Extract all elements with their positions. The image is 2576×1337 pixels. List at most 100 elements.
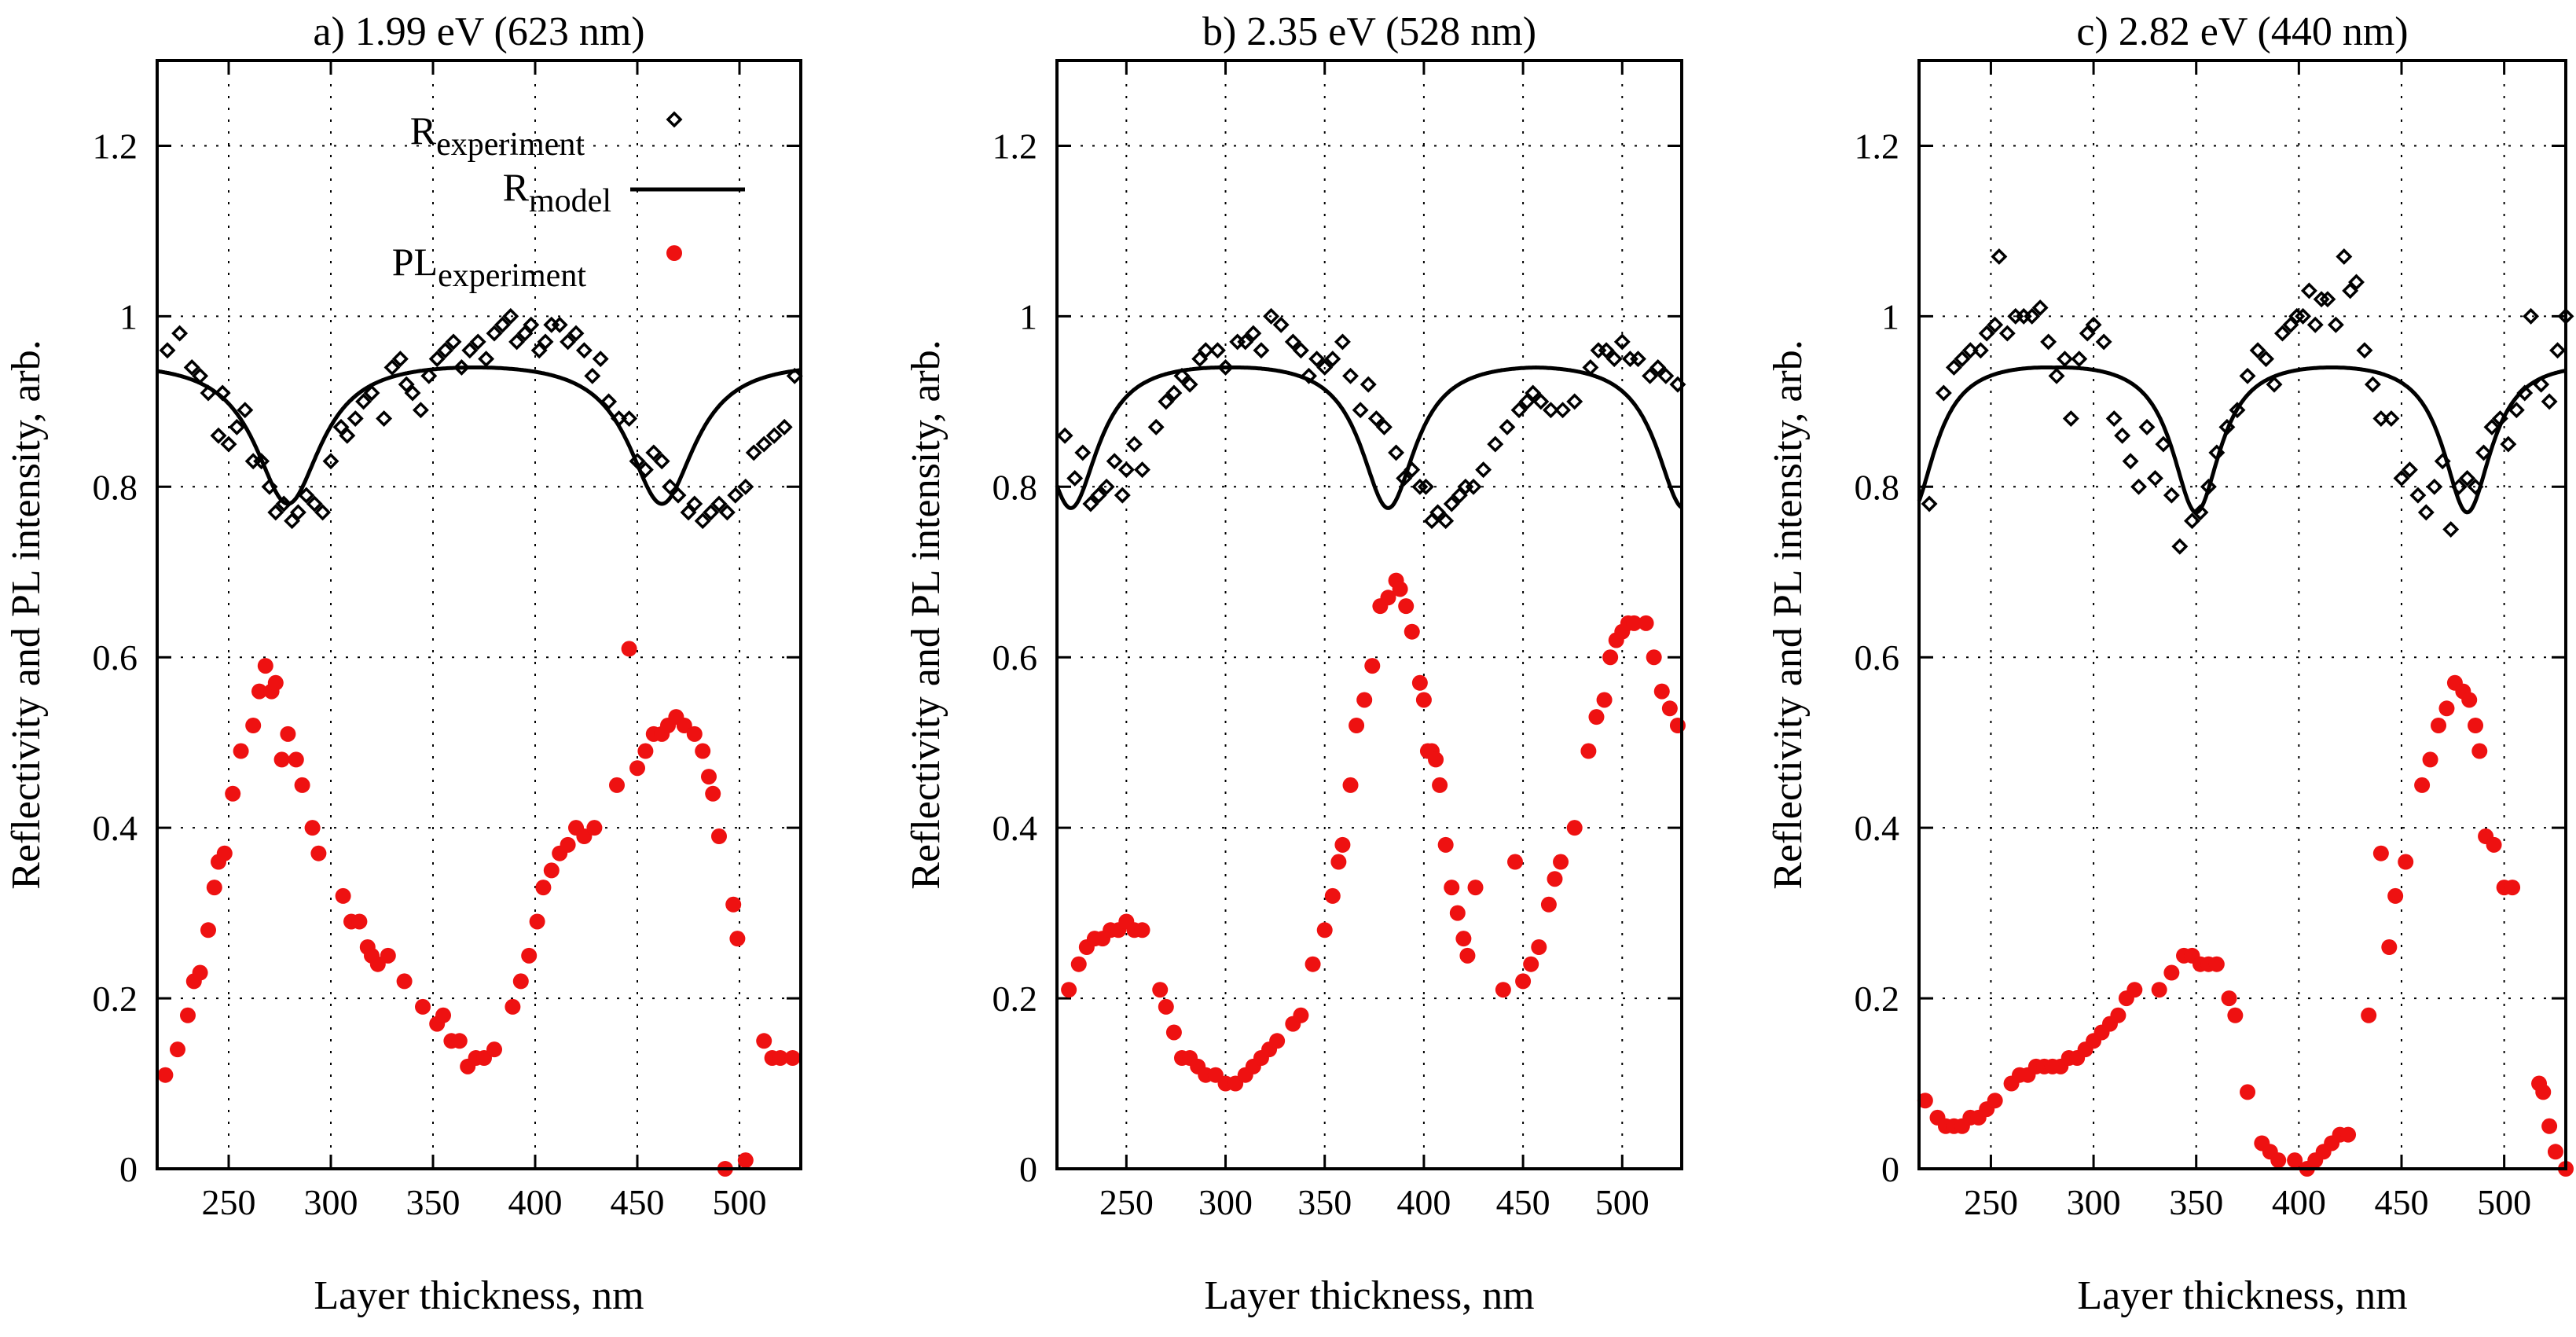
r-experiment-point-a (214, 384, 231, 402)
r-experiment-point-a (355, 393, 372, 410)
r-experiment-point-c (1954, 351, 1971, 368)
pl-experiment-point-c (2361, 1007, 2377, 1023)
r-experiment-point-b (1316, 358, 1334, 376)
x-tick-label-b: 350 (1297, 1182, 1352, 1222)
r-experiment-point-b (1181, 376, 1198, 393)
r-experiment-point-a (284, 512, 301, 530)
pl-experiment-point-c (2126, 982, 2143, 998)
x-tick-label-a: 350 (406, 1182, 461, 1222)
r-experiment-point-a (629, 453, 646, 470)
legend-r-experiment-marker (666, 111, 683, 128)
r-experiment-point-c (2163, 487, 2180, 504)
pl-experiment-point-a (505, 998, 521, 1015)
pl-experiment-point-b (1580, 743, 1597, 759)
x-tick-label-b: 250 (1099, 1182, 1154, 1222)
pl-experiment-point-c (2414, 777, 2431, 793)
pl-experiment-point-a (512, 973, 529, 990)
pl-experiment-point-a (486, 1041, 502, 1058)
r-experiment-point-c (2171, 538, 2189, 555)
r-experiment-point-a (332, 418, 350, 435)
x-tick-label-a: 250 (202, 1182, 256, 1222)
r-experiment-point-b (1487, 435, 1504, 453)
r-experiment-point-a (398, 376, 415, 393)
pl-experiment-point-b (1411, 674, 1428, 691)
r-experiment-point-c (2426, 478, 2443, 495)
r-experiment-point-b (1237, 333, 1254, 351)
pl-experiment-point-a (435, 1007, 451, 1023)
r-experiment-point-a (727, 487, 744, 504)
pl-experiment-point-a (225, 785, 241, 802)
pl-experiment-point-c (2240, 1084, 2256, 1100)
pl-experiment-point-b (1316, 922, 1333, 938)
y-tick-label-b: 0.2 (993, 979, 1038, 1019)
r-experiment-point-b (1375, 418, 1393, 435)
r-experiment-point-c (2208, 444, 2226, 461)
r-experiment-point-c (2417, 504, 2435, 521)
r-experiment-point-b (1554, 402, 1572, 419)
r-experiment-point-c (2295, 307, 2312, 325)
x-axis-label-c: Layer thickness, nm (2077, 1273, 2407, 1318)
r-experiment-point-c (2048, 367, 2065, 384)
y-tick-label-c: 1 (1881, 296, 1899, 336)
pl-experiment-point-b (1356, 692, 1373, 708)
r-experiment-point-a (210, 427, 227, 444)
pl-experiment-point-c (2398, 854, 2414, 870)
r-experiment-point-c (2079, 325, 2096, 342)
r-experiment-point-c (2348, 274, 2365, 291)
pl-experiment-point-b (1523, 956, 1539, 972)
r-experiment-point-c (1991, 248, 2008, 265)
y-tick-label-c: 0.8 (1855, 467, 1900, 507)
r-experiment-point-a (298, 487, 315, 504)
r-experiment-point-c (2282, 316, 2299, 333)
r-experiment-point-a (584, 367, 601, 384)
pl-experiment-point-b (1392, 581, 1408, 597)
x-tick-label-c: 250 (1964, 1182, 2018, 1222)
pl-experiment-point-a (273, 751, 290, 768)
r-experiment-point-b (1475, 461, 1492, 479)
r-experiment-point-b (1642, 367, 1659, 384)
r-experiment-point-b (1388, 444, 1405, 461)
r-experiment-point-a (412, 402, 429, 419)
r-experiment-point-c (2184, 512, 2200, 530)
pl-experiment-point-b (1415, 692, 1432, 708)
legend-r-model-label-main: R (503, 165, 530, 209)
r-experiment-point-c (1945, 358, 1962, 376)
r-experiment-point-c (2288, 307, 2306, 325)
r-experiment-point-b (1465, 478, 1482, 495)
legend-pl-experiment-label-sub: experiment (438, 258, 586, 294)
x-tick-label-c: 450 (2374, 1182, 2428, 1222)
r-experiment-point-a (183, 358, 200, 376)
r-experiment-point-a (755, 435, 772, 453)
r-experiment-point-c (2467, 478, 2484, 495)
x-tick-label-b: 450 (1496, 1182, 1550, 1222)
r-experiment-point-b (1098, 478, 1115, 495)
r-experiment-point-a (347, 410, 364, 428)
pl-experiment-point-b (1324, 887, 1341, 904)
r-experiment-point-c (2300, 282, 2317, 299)
r-model-line-b (1055, 365, 1683, 510)
x-tick-label-b: 400 (1396, 1182, 1451, 1222)
r-experiment-point-b (1404, 461, 1421, 479)
y-tick-label-b: 0 (1019, 1149, 1037, 1189)
legend-r-experiment-label: Rexperiment (410, 108, 585, 163)
r-experiment-point-b (1158, 393, 1175, 410)
r-experiment-point-b (1499, 418, 1516, 435)
r-experiment-point-a (776, 418, 793, 435)
pl-experiment-point-c (2110, 1007, 2126, 1023)
y-tick-label-a: 0.4 (93, 808, 138, 848)
r-experiment-point-a (437, 342, 454, 359)
pl-experiment-point-c (2471, 743, 2488, 759)
r-experiment-point-a (363, 384, 380, 402)
r-experiment-point-a (289, 504, 306, 521)
r-experiment-point-b (1173, 367, 1191, 384)
y-tick-label-a: 0 (119, 1149, 138, 1189)
pl-experiment-point-c (2461, 692, 2478, 708)
pl-experiment-point-b (1459, 947, 1476, 964)
pl-experiment-point-c (2431, 718, 2447, 733)
pl-experiment-point-c (2541, 1118, 2558, 1134)
r-experiment-point-c (2541, 393, 2558, 410)
pl-experiment-point-a (711, 828, 727, 844)
r-experiment-point-a (662, 478, 679, 495)
pl-experiment-point-a (737, 1152, 754, 1169)
